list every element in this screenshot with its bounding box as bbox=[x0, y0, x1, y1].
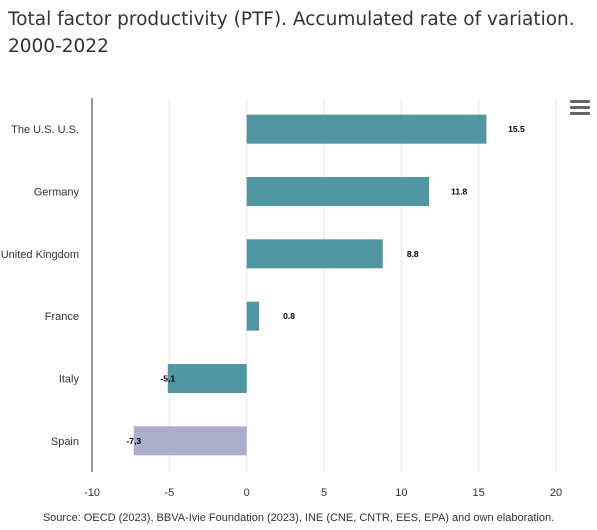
grid-lines bbox=[168, 98, 557, 472]
bar-4 bbox=[167, 364, 247, 393]
data-label-1: 11.8 bbox=[451, 187, 467, 197]
bar-5 bbox=[133, 426, 247, 456]
category-label-5: Spain bbox=[51, 436, 79, 448]
x-tick-label--5: -5 bbox=[164, 487, 174, 499]
data-label-5: -7,3 bbox=[126, 436, 141, 446]
data-label-2: 8.8 bbox=[407, 249, 419, 259]
category-label-1: Germany bbox=[34, 187, 80, 199]
bar-3 bbox=[246, 301, 260, 331]
data-label-0: 15.5 bbox=[508, 124, 525, 134]
category-label-4: Italy bbox=[59, 374, 80, 386]
x-tick-label-0: 0 bbox=[244, 487, 250, 499]
x-tick-label-15: 15 bbox=[473, 487, 485, 499]
bar-chart: -10 -5 0 5 10 15 20 The U.S. U.S. 15.5 Germany 11.… bbox=[1, 98, 562, 499]
category-label-3: France bbox=[45, 311, 79, 323]
data-label-4: -5,1 bbox=[160, 374, 175, 384]
x-tick-label-20: 20 bbox=[550, 487, 562, 499]
bars bbox=[133, 114, 487, 456]
category-label-0: The U.S. U.S. bbox=[11, 124, 79, 136]
bar-0 bbox=[246, 114, 487, 144]
source-note: Source: OECD (2023), BBVA-Ivie Foundatio… bbox=[42, 512, 555, 524]
bar-2 bbox=[246, 239, 383, 269]
category-label-2: United Kingdom bbox=[1, 249, 79, 261]
x-tick-label-5: 5 bbox=[321, 487, 327, 499]
hamburger-menu-icon[interactable] bbox=[570, 100, 590, 118]
x-tick-label-10: 10 bbox=[395, 487, 407, 499]
x-tick-label--10: -10 bbox=[84, 487, 100, 499]
labels: -10 -5 0 5 10 15 20 The U.S. U.S. 15.5 Germany 11.… bbox=[1, 124, 562, 499]
chart-title: Total factor productivity (PTF). Accumul… bbox=[8, 9, 575, 57]
bar-1 bbox=[246, 177, 430, 206]
data-label-3: 0.8 bbox=[283, 311, 295, 321]
